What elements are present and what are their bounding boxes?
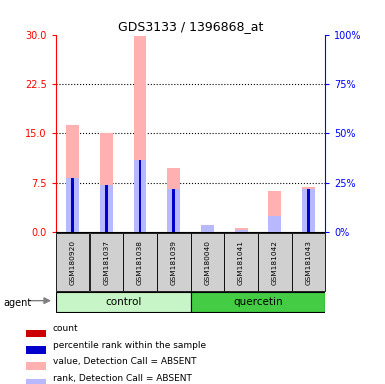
Text: GSM181037: GSM181037 [103, 240, 109, 285]
Text: GSM181039: GSM181039 [171, 240, 177, 285]
Bar [191, 233, 224, 291]
Bar [66, 178, 79, 232]
Text: rank, Detection Call = ABSENT: rank, Detection Call = ABSENT [53, 374, 192, 383]
Text: GSM180920: GSM180920 [70, 240, 76, 285]
Bar [167, 189, 180, 232]
Bar [235, 228, 248, 232]
Bar [56, 233, 89, 291]
Bar [172, 189, 175, 232]
Title: GDS3133 / 1396868_at: GDS3133 / 1396868_at [118, 20, 263, 33]
Bar [157, 233, 191, 291]
Bar [258, 233, 291, 291]
Bar [302, 187, 315, 232]
Bar [201, 225, 214, 232]
Bar [90, 233, 123, 291]
Bar [134, 160, 146, 232]
Bar [201, 225, 214, 232]
Text: control: control [105, 297, 141, 307]
Text: count: count [53, 324, 79, 333]
Bar [26, 329, 46, 337]
Bar [100, 134, 113, 232]
Bar [191, 291, 325, 312]
Text: agent: agent [4, 298, 32, 308]
Text: GSM181043: GSM181043 [305, 240, 311, 285]
Bar [268, 191, 281, 232]
Bar [292, 233, 325, 291]
Bar [26, 346, 46, 354]
Bar [66, 125, 79, 232]
Bar [26, 379, 46, 384]
Bar [302, 189, 315, 232]
Bar [167, 168, 180, 232]
Bar [105, 185, 108, 232]
Text: value, Detection Call = ABSENT: value, Detection Call = ABSENT [53, 358, 196, 366]
Bar [71, 178, 74, 232]
Bar [139, 160, 141, 232]
Bar [56, 291, 191, 312]
Bar [224, 233, 258, 291]
Bar [307, 189, 310, 232]
Bar [235, 230, 248, 232]
Text: percentile rank within the sample: percentile rank within the sample [53, 341, 206, 350]
Bar [100, 185, 113, 232]
Bar [134, 36, 146, 232]
Bar [268, 216, 281, 232]
Text: GSM180040: GSM180040 [204, 240, 211, 285]
Text: GSM181042: GSM181042 [272, 240, 278, 285]
Text: GSM181041: GSM181041 [238, 240, 244, 285]
Bar [123, 233, 157, 291]
Text: quercetin: quercetin [233, 297, 283, 307]
Text: GSM181038: GSM181038 [137, 240, 143, 285]
Bar [26, 362, 46, 370]
